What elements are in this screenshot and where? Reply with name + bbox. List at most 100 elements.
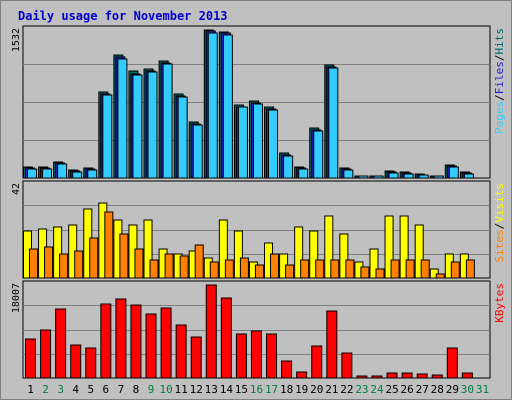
bar-kbytes-day-19	[296, 371, 308, 379]
panel-visits-max-label: 42	[11, 183, 22, 195]
bar-pages-day-23	[358, 175, 369, 179]
bar-pages-day-15	[237, 106, 248, 179]
legend-hits: Pages/Files/Hits	[493, 28, 506, 134]
x-tick-24: 24	[370, 383, 384, 396]
bar-sites-day-9	[149, 259, 159, 279]
bar-sites-day-25	[390, 259, 400, 279]
bar-sites-day-2	[44, 246, 54, 279]
x-tick-9: 9	[148, 383, 155, 396]
legend-pages: Pages	[493, 101, 506, 134]
x-tick-6: 6	[103, 383, 110, 396]
bar-pages-day-19	[298, 168, 309, 179]
x-tick-11: 11	[175, 383, 188, 396]
legend-separator: /	[493, 223, 506, 230]
legend-kbytes: KBytes	[493, 283, 506, 323]
panel-kbytes: 18007	[11, 280, 491, 379]
bar-kbytes-day-7	[115, 298, 127, 379]
x-tick-7: 7	[118, 383, 125, 396]
bar-visits-day-21	[324, 215, 334, 279]
bar-pages-day-20	[313, 130, 324, 179]
legend-visits: Sites/Visits	[493, 183, 506, 263]
bar-kbytes-day-1	[25, 338, 36, 379]
bar-kbytes-day-12	[190, 336, 202, 379]
bar-visits-day-14	[218, 219, 228, 279]
legend-sites: Sites	[493, 229, 506, 262]
bar-kbytes-day-17	[266, 333, 278, 379]
bar-sites-day-23	[360, 266, 370, 279]
bar-pages-day-4	[72, 171, 83, 179]
bar-visits-day-22	[339, 233, 349, 279]
bar-kbytes-day-28	[431, 374, 443, 379]
x-tick-20: 20	[310, 383, 323, 396]
bar-kbytes-day-4	[70, 344, 82, 379]
panel-hits: 1532	[11, 25, 491, 179]
bar-sites-day-30	[465, 259, 475, 279]
bar-pages-day-28	[433, 175, 444, 179]
x-tick-2: 2	[42, 383, 49, 396]
x-tick-16: 16	[250, 383, 263, 396]
x-tick-19: 19	[295, 383, 308, 396]
x-tick-4: 4	[72, 383, 79, 396]
legend-files: Files	[493, 61, 506, 94]
bar-kbytes-day-29	[446, 347, 458, 379]
bar-pages-day-24	[373, 175, 384, 179]
bar-sites-day-29	[450, 261, 460, 279]
bar-pages-day-25	[388, 172, 399, 179]
bar-sites-day-10	[164, 253, 174, 279]
x-tick-3: 3	[57, 383, 64, 396]
bar-kbytes-day-6	[100, 303, 112, 379]
bar-kbytes-day-15	[235, 333, 247, 379]
bar-pages-day-12	[192, 124, 203, 179]
bar-pages-day-2	[42, 168, 53, 179]
bar-kbytes-day-25	[386, 372, 398, 379]
x-tick-10: 10	[159, 383, 172, 396]
bar-kbytes-day-27	[416, 373, 428, 379]
bar-sites-day-17	[270, 253, 280, 279]
bar-pages-day-7	[117, 58, 128, 179]
bar-visits-day-24	[369, 248, 379, 279]
legend-separator: /	[493, 55, 506, 62]
x-tick-30: 30	[461, 383, 474, 396]
bar-kbytes-day-2	[40, 329, 52, 379]
bar-pages-day-1	[27, 168, 37, 179]
bar-visits-day-27	[414, 224, 424, 279]
bar-kbytes-day-8	[130, 304, 142, 379]
legend-separator: /	[493, 94, 506, 101]
bar-kbytes-day-13	[205, 284, 217, 379]
bar-sites-day-22	[345, 259, 355, 279]
bar-pages-day-21	[328, 67, 339, 179]
bar-pages-day-29	[448, 166, 459, 179]
bar-kbytes-day-26	[401, 372, 413, 379]
bar-kbytes-day-16	[250, 330, 262, 379]
x-tick-14: 14	[220, 383, 234, 396]
bar-sites-day-26	[405, 259, 415, 279]
legend-hits-text: Pages/Files/Hits	[493, 28, 506, 134]
x-tick-15: 15	[235, 383, 248, 396]
x-tick-22: 22	[340, 383, 353, 396]
panel-visits: 42	[11, 180, 491, 279]
bar-pages-day-26	[403, 173, 414, 179]
bar-sites-day-4	[74, 250, 84, 279]
bar-sites-day-15	[239, 257, 249, 279]
panel-kbytes-max-label: 18007	[11, 283, 22, 313]
bar-sites-day-14	[224, 259, 234, 279]
x-tick-17: 17	[265, 383, 278, 396]
legend-visits: Visits	[493, 183, 506, 223]
bar-sites-day-20	[315, 259, 325, 279]
x-tick-26: 26	[401, 383, 414, 396]
x-tick-5: 5	[87, 383, 94, 396]
bar-sites-day-3	[59, 253, 69, 279]
bar-visits-day-15	[233, 230, 243, 279]
bar-sites-day-21	[330, 259, 340, 279]
bar-visits-day-19	[294, 226, 304, 279]
bar-sites-day-24	[375, 268, 385, 279]
bar-pages-day-30	[463, 173, 474, 179]
bar-visits-day-9	[143, 219, 153, 279]
x-tick-23: 23	[355, 383, 368, 396]
bar-visits-day-20	[309, 230, 319, 279]
bar-kbytes-day-22	[341, 352, 353, 379]
bar-kbytes-day-9	[145, 313, 157, 379]
bar-pages-day-10	[162, 63, 173, 179]
bar-sites-day-12	[194, 244, 204, 279]
panel-hits-max-label: 1532	[11, 28, 22, 52]
